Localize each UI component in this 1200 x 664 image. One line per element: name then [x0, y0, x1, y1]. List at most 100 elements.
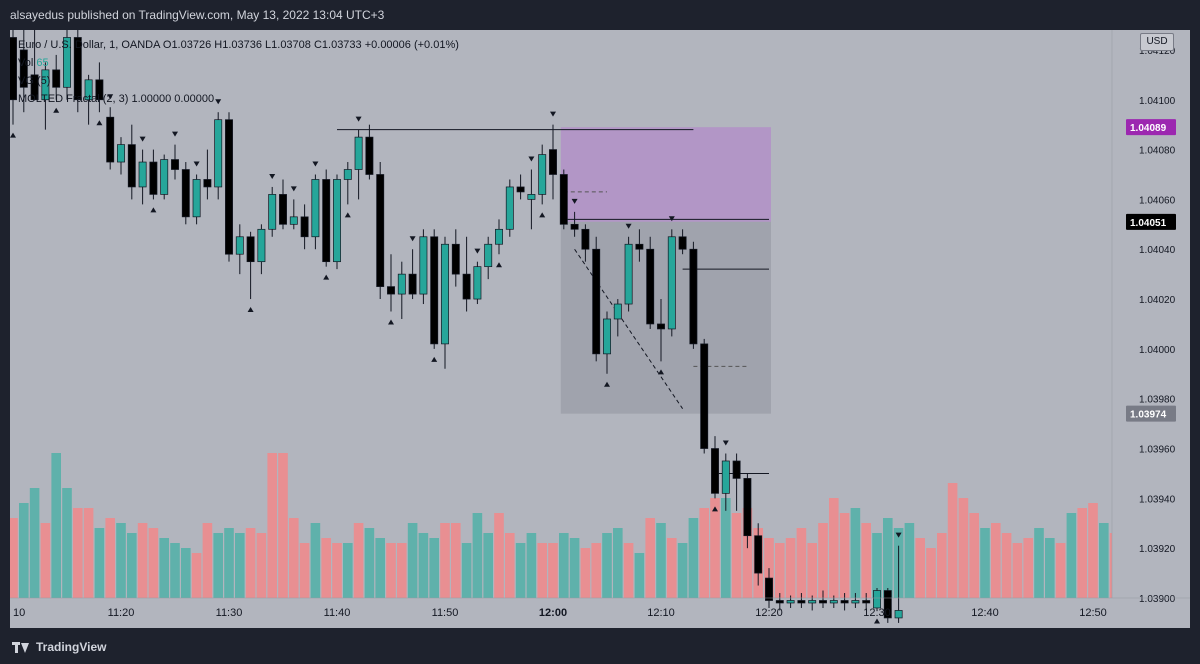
candle-body[interactable] [516, 186, 525, 193]
candle-body[interactable] [840, 600, 849, 604]
candle-body[interactable] [646, 248, 655, 325]
candle-body[interactable] [700, 343, 709, 449]
candle-body[interactable] [19, 49, 28, 88]
candle-body[interactable] [73, 37, 82, 101]
candle-body[interactable] [765, 577, 773, 601]
candle-body[interactable] [214, 119, 223, 188]
candle-body[interactable] [300, 216, 309, 238]
candle-body[interactable] [343, 169, 352, 180]
indicator-legend-vg[interactable]: VG (5) [18, 75, 51, 87]
candle-body[interactable] [268, 194, 277, 230]
candle-body[interactable] [678, 236, 687, 250]
candle-body[interactable] [624, 243, 633, 305]
candle-body[interactable] [819, 600, 827, 604]
volume-bar [947, 483, 958, 598]
candle-body[interactable] [559, 174, 568, 225]
candle-body[interactable] [289, 216, 298, 225]
candle-body[interactable] [95, 79, 104, 101]
candle-body[interactable] [160, 159, 169, 195]
candle-body[interactable] [538, 154, 547, 195]
candle-body[interactable] [63, 37, 71, 88]
candle-body[interactable] [797, 600, 806, 604]
candle-body[interactable] [689, 248, 698, 345]
candle-body[interactable] [711, 448, 719, 494]
candle-body[interactable] [333, 179, 341, 263]
time-tick-label: 11:20 [108, 607, 135, 619]
candle-body[interactable] [786, 600, 795, 604]
volume-legend[interactable]: Vol 65 [18, 54, 459, 72]
currency-button[interactable]: USD [1140, 33, 1174, 51]
price-badge[interactable] [1126, 213, 1176, 230]
candle-body[interactable] [430, 236, 439, 345]
candle-body[interactable] [322, 179, 331, 263]
candle-body[interactable] [171, 159, 179, 170]
candle-body[interactable] [721, 460, 730, 494]
volume-bar [1045, 538, 1055, 598]
candle-body[interactable] [484, 243, 493, 268]
candle-body[interactable] [603, 318, 611, 355]
candle-body[interactable] [743, 478, 752, 537]
candle-body[interactable] [732, 460, 741, 479]
candle-body[interactable] [883, 590, 892, 619]
candle-body[interactable] [613, 303, 622, 320]
candle-body[interactable] [873, 590, 881, 609]
candle-body[interactable] [657, 323, 665, 330]
candle-body[interactable] [279, 194, 287, 225]
candle-body[interactable] [581, 228, 590, 250]
publisher-info: alsayedus published on TradingView.com, … [10, 8, 385, 22]
candle-body[interactable] [84, 79, 93, 101]
candle-body[interactable] [829, 600, 838, 604]
candle-body[interactable] [311, 179, 320, 238]
symbol-legend[interactable]: Euro / U.S. Dollar, 1, OANDA O1.03726 H1… [18, 39, 459, 51]
candle-body[interactable] [106, 116, 115, 163]
candlestick-chart[interactable]: 1.04120 1.04100 1.04080 1.04060 1.04040 1.040… [8, 12, 1200, 628]
candle-body[interactable] [127, 144, 136, 188]
candle-body[interactable] [549, 149, 557, 175]
candle-body[interactable] [505, 186, 514, 230]
price-badge[interactable] [1126, 405, 1176, 422]
candle-body[interactable] [462, 273, 471, 300]
candle-body[interactable] [225, 119, 233, 255]
candle-body[interactable] [235, 236, 244, 255]
candle-body[interactable] [894, 610, 903, 619]
candle-body[interactable] [635, 243, 644, 250]
chart-panel[interactable]: 1.04120 1.04100 1.04080 1.04060 1.04040 1.040… [8, 12, 1200, 628]
candle-body[interactable] [246, 236, 255, 263]
candle-body[interactable] [667, 236, 676, 330]
candle-body[interactable] [754, 535, 763, 574]
candle-body[interactable] [473, 266, 482, 300]
candle-body[interactable] [441, 243, 449, 345]
candle-body[interactable] [257, 228, 266, 263]
candle-body[interactable] [808, 600, 817, 604]
candle-body[interactable] [862, 600, 871, 604]
candle-body[interactable] [376, 174, 385, 287]
candle-body[interactable] [495, 228, 503, 245]
candle-body[interactable] [775, 600, 784, 604]
candle-body[interactable] [117, 144, 125, 163]
candle-body[interactable] [527, 194, 536, 200]
candle-body[interactable] [365, 136, 374, 175]
indicator-legend-fractal[interactable]: MOLTED Fractal (2, 3) 1.00000 0.00000 [18, 93, 215, 105]
candle-body[interactable] [592, 248, 601, 355]
candle-body[interactable] [397, 273, 406, 295]
candle-body[interactable] [851, 600, 860, 604]
candle-body[interactable] [138, 161, 147, 188]
target-zone[interactable] [560, 127, 771, 222]
candle-body[interactable] [192, 179, 201, 218]
candle-body[interactable] [52, 69, 61, 88]
candle-body[interactable] [9, 37, 17, 101]
candle-body[interactable] [181, 169, 190, 218]
candle-body[interactable] [203, 179, 212, 188]
fractal-up-marker [107, 94, 114, 100]
candle-body[interactable] [419, 236, 428, 295]
tradingview-brand[interactable]: TradingView [12, 640, 106, 654]
candle-body[interactable] [570, 223, 579, 230]
candle-body[interactable] [387, 286, 395, 295]
candle-body[interactable] [451, 243, 460, 275]
candle-body[interactable] [149, 161, 158, 195]
candle-body[interactable] [354, 136, 363, 170]
price-badge[interactable] [1126, 119, 1176, 136]
candle-body[interactable] [30, 74, 39, 101]
candle-body[interactable] [408, 273, 417, 295]
candle-body[interactable] [41, 69, 50, 101]
